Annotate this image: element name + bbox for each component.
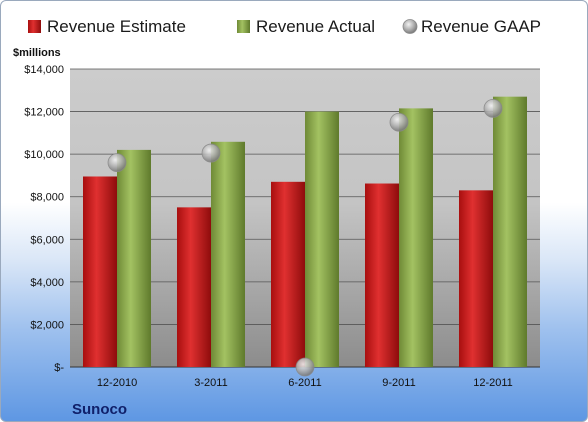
- y-tick-label: $4,000: [30, 277, 64, 289]
- x-tick-label: 12-2011: [473, 377, 513, 389]
- bar-revenue-estimate: [459, 190, 493, 367]
- point-revenue-gaap: [483, 98, 503, 118]
- legend-swatch-revenue-actual: [237, 20, 250, 33]
- bar-revenue-actual: [493, 96, 527, 368]
- bar-revenue-estimate: [83, 176, 117, 367]
- bar-revenue-actual: [117, 149, 151, 367]
- bars: [83, 96, 527, 368]
- legend: Revenue Estimate Revenue Actual Revenue …: [28, 17, 541, 36]
- bar-revenue-estimate: [365, 183, 399, 367]
- point-revenue-gaap: [295, 357, 315, 377]
- company-name: Sunoco: [72, 401, 127, 418]
- legend-label-revenue-actual: Revenue Actual: [256, 17, 375, 36]
- y-axis-unit-label: $millions: [13, 47, 61, 59]
- x-axis-ticks: 12-2010 3-2011 6-2011 9-2011 12-2011: [97, 377, 513, 389]
- y-tick-label: $10,000: [24, 149, 64, 161]
- legend-swatch-revenue-gaap: [402, 19, 418, 34]
- bar-revenue-actual: [305, 111, 339, 367]
- legend-label-revenue-estimate: Revenue Estimate: [47, 17, 186, 36]
- x-tick-label: 12-2010: [97, 377, 137, 389]
- legend-label-revenue-gaap: Revenue GAAP: [421, 17, 541, 36]
- bar-revenue-estimate: [271, 181, 305, 367]
- y-tick-label: $6,000: [30, 234, 64, 246]
- bar-revenue-actual: [399, 108, 433, 367]
- y-axis-ticks: $- $2,000 $4,000 $6,000 $8,000 $10,000 $12,000…: [24, 64, 64, 374]
- y-tick-label: $8,000: [30, 192, 64, 204]
- x-tick-label: 3-2011: [194, 377, 227, 389]
- point-revenue-gaap: [389, 112, 409, 132]
- y-tick-label: $12,000: [24, 107, 64, 119]
- y-tick-label: $14,000: [24, 64, 64, 76]
- bar-revenue-estimate: [177, 207, 211, 367]
- bar-revenue-actual: [211, 141, 245, 367]
- y-tick-label: $2,000: [30, 319, 64, 331]
- legend-swatch-revenue-estimate: [28, 20, 41, 33]
- x-tick-label: 9-2011: [382, 377, 415, 389]
- y-tick-label: $-: [54, 362, 64, 374]
- point-revenue-gaap: [201, 143, 221, 163]
- point-revenue-gaap: [107, 153, 127, 173]
- x-tick-label: 6-2011: [288, 377, 321, 389]
- gaap-points: [107, 98, 503, 377]
